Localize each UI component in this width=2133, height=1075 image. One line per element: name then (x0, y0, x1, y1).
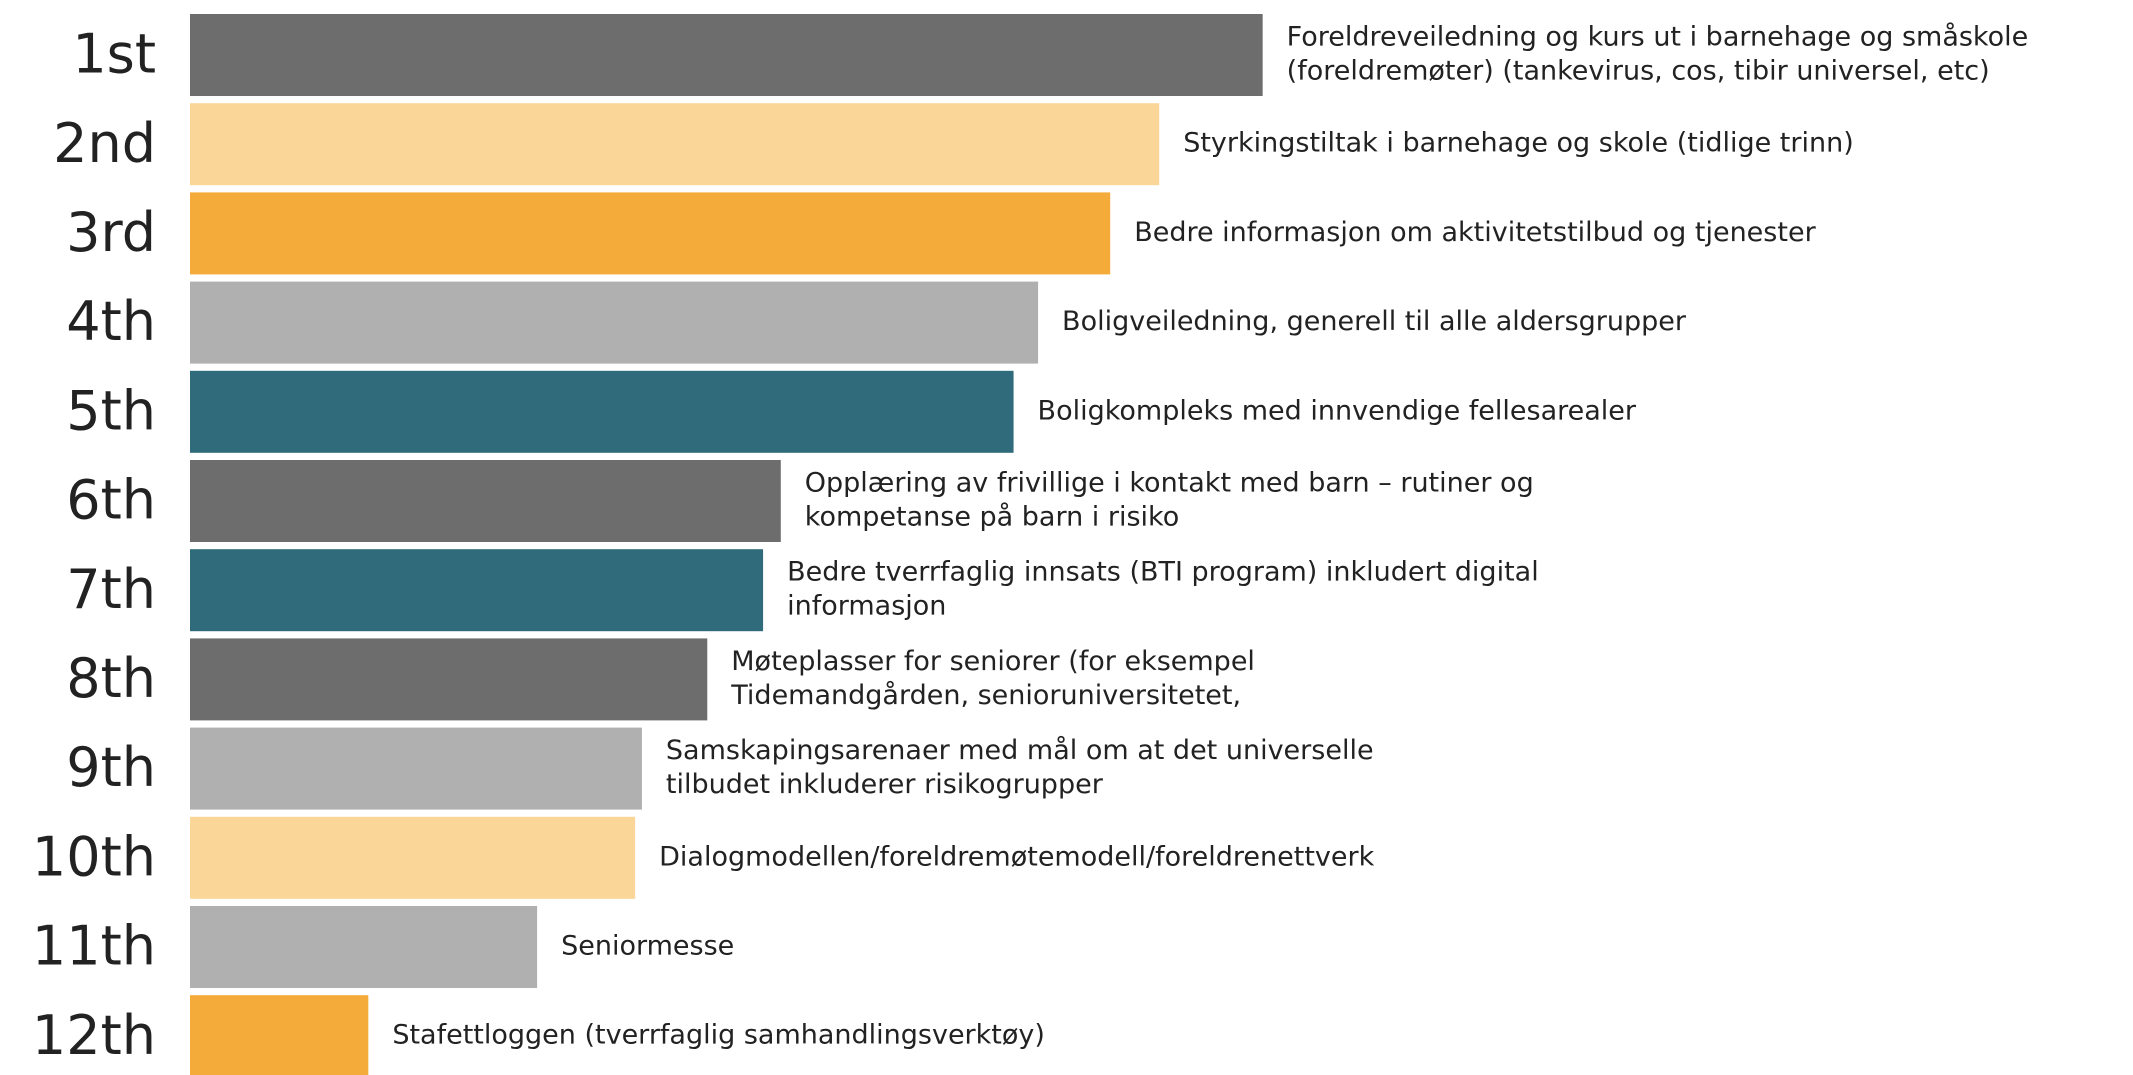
bar-label: Møteplasser for seniorer (for eksempel (731, 646, 1255, 677)
bar (190, 638, 708, 721)
rank-label: 2nd (53, 112, 156, 175)
bar-label: Opplæring av frivillige i kontakt med ba… (805, 468, 1534, 499)
rank-label: 1st (72, 23, 156, 86)
rank-label: 5th (66, 379, 156, 442)
bar (190, 103, 1160, 186)
bar (190, 906, 538, 988)
bar (190, 281, 1039, 364)
bar (190, 370, 1014, 453)
rank-label: 8th (66, 647, 156, 710)
bar-label: Samskapingsarenaer med mål om at det uni… (666, 735, 1374, 766)
rank-label: 9th (66, 736, 156, 799)
bar-label: Stafettloggen (tverrfaglig samhandlingsv… (392, 1020, 1045, 1051)
rank-label: 7th (66, 558, 156, 621)
bar (190, 192, 1111, 275)
bar-label: Foreldreveiledning og kurs ut i barnehag… (1287, 22, 2029, 53)
rank-label: 4th (66, 290, 156, 353)
bar-label: Bedre tverrfaglig innsats (BTI program) … (787, 557, 1539, 588)
bar-label: kompetanse på barn i risiko (805, 502, 1179, 533)
bar-label: Bedre informasjon om aktivitetstilbud og… (1134, 217, 1816, 248)
bar-label: informasjon (787, 591, 946, 622)
rank-label: 6th (66, 469, 156, 532)
bar-label: Tidemandgården, senioruniversitetet, (730, 680, 1241, 711)
bar (190, 816, 636, 899)
rank-label: 12th (32, 1004, 156, 1067)
rank-label: 3rd (66, 201, 156, 264)
bar-label: Dialogmodellen/foreldremøtemodell/foreld… (659, 841, 1374, 872)
bar-label: (foreldremøter) (tankevirus, cos, tibir … (1287, 56, 1990, 87)
bar (190, 14, 1263, 96)
bar (190, 549, 764, 632)
bar-label: tilbudet inkluderer risikogrupper (666, 769, 1104, 800)
bar (190, 460, 781, 542)
bar-label: Seniormesse (561, 931, 734, 962)
bar (190, 727, 642, 810)
rank-label: 10th (32, 825, 156, 888)
bar-label: Styrkingstiltak i barnehage og skole (ti… (1183, 128, 1854, 159)
bar (190, 995, 369, 1075)
bar-label: Boligkompleks med innvendige fellesareal… (1038, 395, 1637, 426)
bar-label: Boligveiledning, generell til alle alder… (1062, 306, 1687, 337)
rank-label: 11th (32, 915, 156, 978)
